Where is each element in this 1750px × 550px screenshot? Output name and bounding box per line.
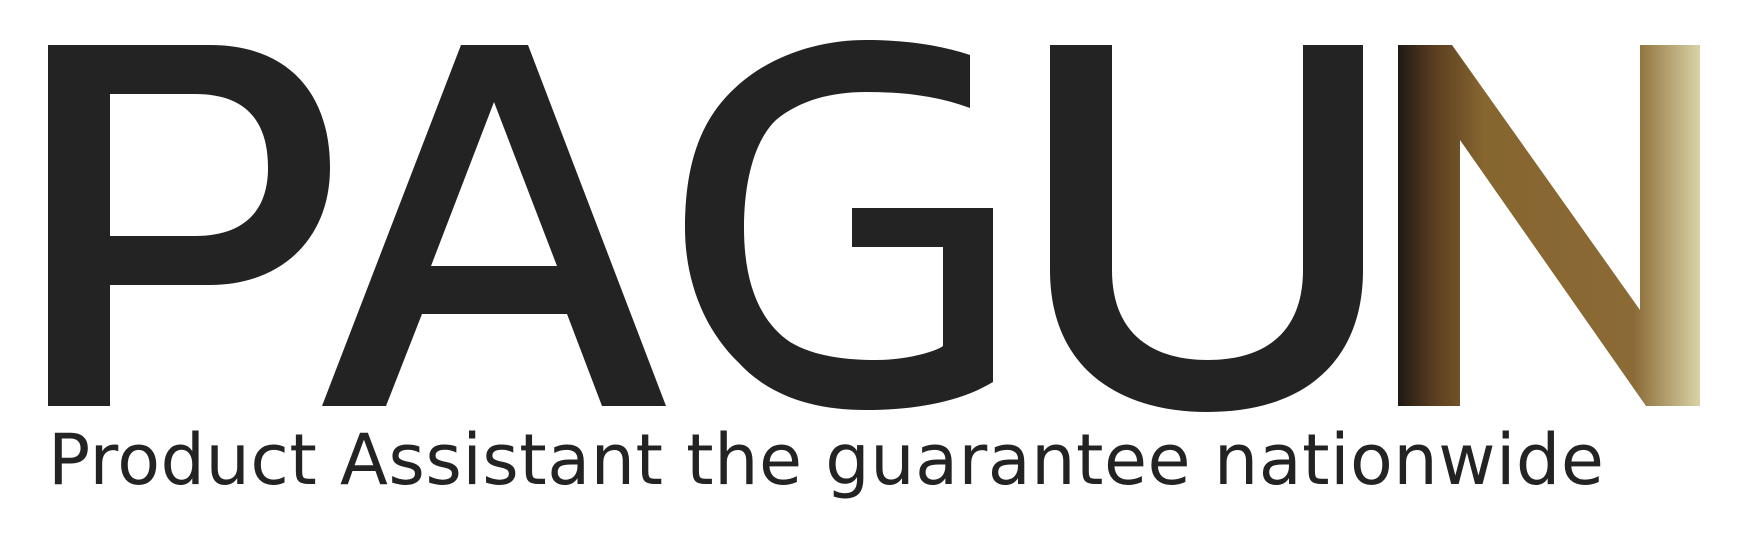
logo-letter-n — [1398, 45, 1700, 406]
logo-letter-u — [1050, 45, 1363, 412]
logo-letter-a — [322, 45, 666, 406]
logo-letter-p — [48, 45, 330, 406]
logo-letter-g — [685, 40, 993, 410]
tagline: Product Assistant the guarantee nationwi… — [48, 419, 1605, 501]
